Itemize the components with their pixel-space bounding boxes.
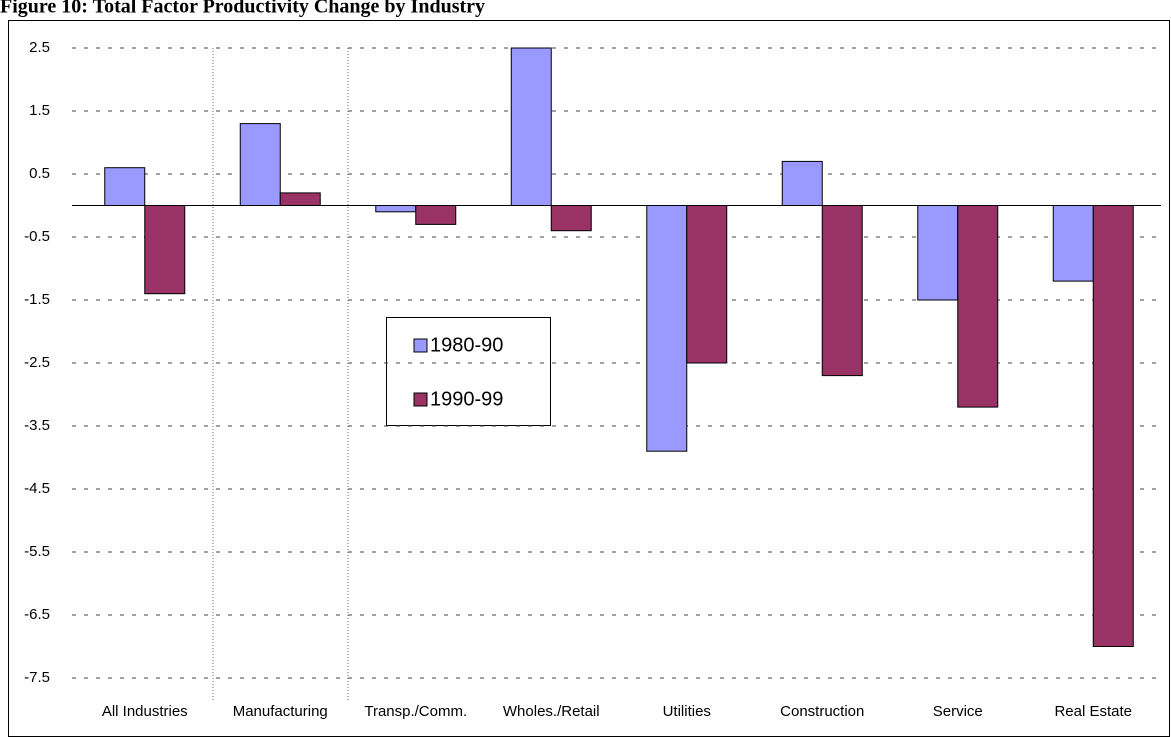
bar xyxy=(646,205,688,452)
x-tick-label: Utilities xyxy=(663,703,711,720)
x-tick-label: Manufacturing xyxy=(233,703,328,720)
y-tick-label: 0.5 xyxy=(29,165,50,182)
legend-label: 1980-90 xyxy=(430,334,503,356)
x-tick-label: All Industries xyxy=(102,703,188,720)
bar xyxy=(375,205,417,213)
y-tick-label: -2.5 xyxy=(24,354,50,371)
x-tick-label: Construction xyxy=(780,703,864,720)
y-tick-label: -6.5 xyxy=(24,606,50,623)
y-tick-label: 2.5 xyxy=(29,39,50,56)
bar xyxy=(781,160,823,206)
chart-title: Figure 10: Total Factor Productivity Cha… xyxy=(0,0,485,18)
y-tick-label: -5.5 xyxy=(24,543,50,560)
bar xyxy=(239,123,281,206)
x-tick-label: Service xyxy=(933,703,983,720)
bar xyxy=(279,192,321,206)
y-tick-label: -4.5 xyxy=(24,480,50,497)
y-tick-label: -7.5 xyxy=(24,669,50,686)
bar xyxy=(1052,205,1094,282)
bar xyxy=(686,205,728,364)
bar xyxy=(1092,205,1134,647)
bar xyxy=(917,205,959,301)
legend-swatch xyxy=(413,392,428,407)
legend-swatch xyxy=(413,338,428,353)
y-tick-label: -0.5 xyxy=(24,228,50,245)
legend: 1980-90 1990-99 xyxy=(386,317,551,426)
bar xyxy=(510,47,552,206)
x-tick-label: Transp./Comm. xyxy=(364,703,467,720)
y-tick-label: 1.5 xyxy=(29,102,50,119)
legend-label: 1990-99 xyxy=(430,388,503,410)
y-tick-label: -1.5 xyxy=(24,291,50,308)
bar xyxy=(104,167,146,206)
bar xyxy=(144,205,186,295)
bar xyxy=(415,205,457,225)
x-tick-label: Wholes./Retail xyxy=(503,703,600,720)
y-tick-label: -3.5 xyxy=(24,417,50,434)
bar xyxy=(957,205,999,408)
bar xyxy=(821,205,863,377)
x-tick-label: Real Estate xyxy=(1054,703,1132,720)
legend-box xyxy=(386,317,551,426)
bar xyxy=(550,205,592,232)
